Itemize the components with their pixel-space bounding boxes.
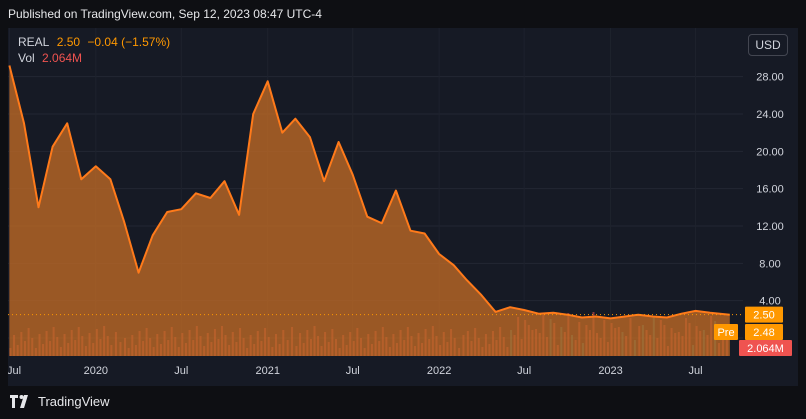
x-tick-label: 2022 xyxy=(427,365,451,377)
y-tick-label: 8.00 xyxy=(759,258,780,270)
y-tick-label: 24.00 xyxy=(756,109,784,121)
x-tick-label: Jul xyxy=(174,365,188,377)
footer-brand[interactable]: TradingView xyxy=(10,394,110,409)
price-line xyxy=(8,65,730,320)
x-tick-label: Jul xyxy=(346,365,360,377)
x-tick-label: 2021 xyxy=(255,365,279,377)
pre-value-badge-text: 2.48 xyxy=(753,327,774,339)
volume-badge: 2.064M xyxy=(739,340,792,356)
chart-panel[interactable]: 28.0024.0020.0016.0012.008.004.000Jul202… xyxy=(8,28,798,386)
legend-symbol: REAL xyxy=(18,35,50,49)
y-tick-label: 16.00 xyxy=(756,184,784,196)
pre-label-badge-text: Pre xyxy=(717,327,734,339)
currency-button[interactable]: USD xyxy=(748,34,788,56)
x-tick-label: 2023 xyxy=(598,365,622,377)
legend-last-value: 2.50 xyxy=(56,35,81,49)
last-price-badge: 2.50 xyxy=(745,306,783,323)
legend-volume-label: Vol xyxy=(18,51,35,65)
chart-legend: REAL 2.50 −0.04 (−1.57%) Vol 2.064M xyxy=(18,34,170,66)
last-price-badge-text: 2.50 xyxy=(753,310,774,322)
y-tick-label: 12.00 xyxy=(756,221,784,233)
x-tick-label: Jul xyxy=(8,365,21,377)
tradingview-logo-icon xyxy=(10,395,28,408)
price-chart[interactable]: 28.0024.0020.0016.0012.008.004.000Jul202… xyxy=(8,28,798,386)
legend-change: −0.04 (−1.57%) xyxy=(87,35,171,49)
x-tick-label: Jul xyxy=(517,365,531,377)
y-tick-label: 28.00 xyxy=(756,72,784,84)
footer-brand-text: TradingView xyxy=(38,394,110,409)
y-tick-label: 20.00 xyxy=(756,146,784,158)
x-tick-label: 2020 xyxy=(84,365,108,377)
legend-volume-value: 2.064M xyxy=(42,51,83,65)
pre-value-badge: 2.48 xyxy=(745,324,783,340)
y-tick-label: 4.00 xyxy=(759,296,780,308)
pre-label-badge: Pre xyxy=(714,324,738,340)
published-header: Published on TradingView.com, Sep 12, 20… xyxy=(8,7,322,21)
x-tick-label: Jul xyxy=(689,365,703,377)
price-area xyxy=(9,65,730,356)
volume-badge-text: 2.064M xyxy=(747,343,784,355)
